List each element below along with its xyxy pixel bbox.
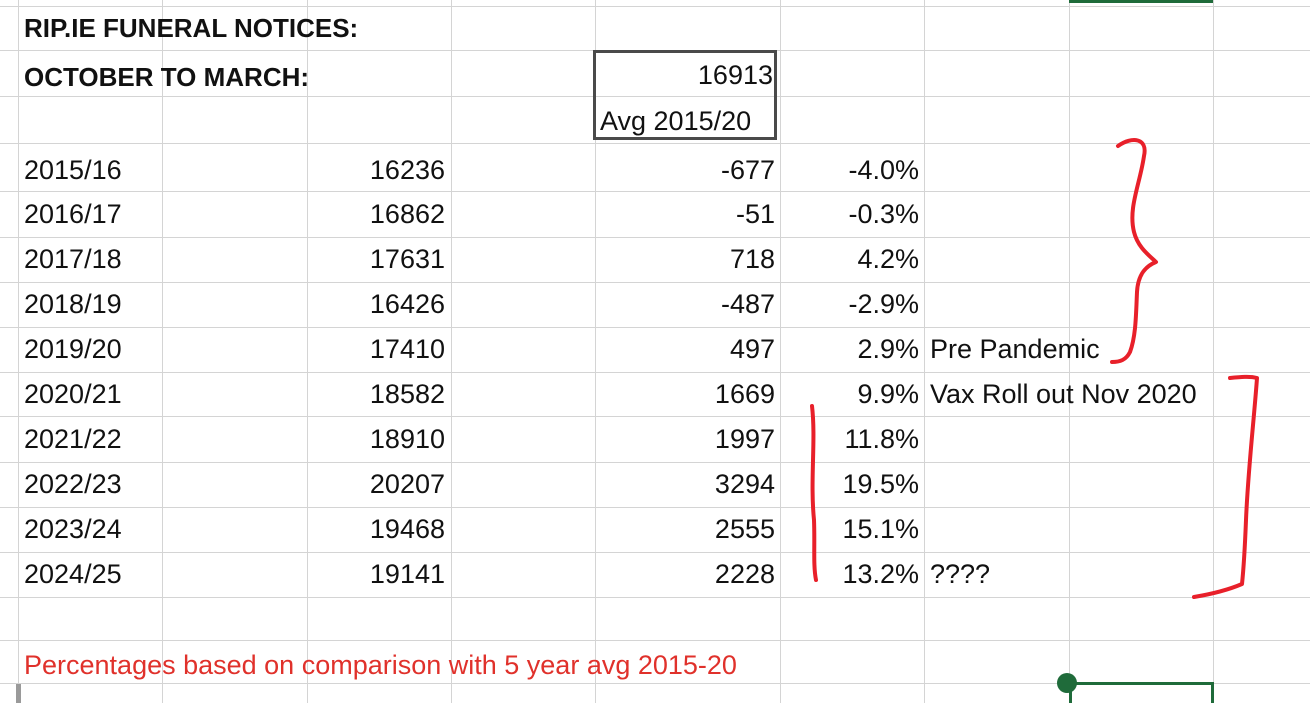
note-cell[interactable]: Pre Pandemic <box>930 334 1100 364</box>
count-cell[interactable]: 17410 <box>369 334 445 364</box>
scroll-indicator[interactable] <box>16 684 21 703</box>
count-cell[interactable]: 19468 <box>369 514 445 544</box>
note-cell[interactable] <box>930 192 1300 236</box>
period-cell[interactable]: 2023/24 <box>24 514 122 544</box>
grid-line <box>0 143 1310 144</box>
count-cell[interactable]: 16426 <box>369 289 445 319</box>
grid-line <box>0 237 1310 238</box>
note-cell[interactable] <box>930 417 1300 461</box>
grid-line <box>0 282 1310 283</box>
note-cell[interactable] <box>930 237 1300 281</box>
difference-cell[interactable]: 718 <box>729 244 775 274</box>
grid-line <box>451 0 452 703</box>
difference-cell[interactable]: 2555 <box>714 514 775 544</box>
grid-line <box>0 507 1310 508</box>
cell-selection-top <box>1069 0 1213 3</box>
grid-line <box>1213 0 1214 703</box>
grid-line <box>0 597 1310 598</box>
note-cell[interactable]: Vax Roll out Nov 2020 <box>930 379 1197 409</box>
grid-line <box>595 0 596 703</box>
grid-line <box>1069 0 1070 703</box>
grid-line <box>0 416 1310 417</box>
count-cell[interactable]: 20207 <box>369 469 445 499</box>
percentage-cell[interactable]: -4.0% <box>848 155 919 185</box>
period-cell[interactable]: 2017/18 <box>24 244 122 274</box>
sheet-title-line1[interactable]: RIP.IE FUNERAL NOTICES: <box>24 13 359 43</box>
percentage-cell[interactable]: 2.9% <box>857 334 919 364</box>
grid-line <box>0 6 1310 7</box>
cell-selection-box[interactable] <box>1069 682 1214 703</box>
difference-cell[interactable]: 3294 <box>714 469 775 499</box>
footnote-text[interactable]: Percentages based on comparison with 5 y… <box>24 650 737 680</box>
percentage-cell[interactable]: -0.3% <box>848 199 919 229</box>
period-cell[interactable]: 2022/23 <box>24 469 122 499</box>
period-cell[interactable]: 2021/22 <box>24 424 122 454</box>
fill-handle[interactable] <box>1057 673 1077 693</box>
average-value-cell[interactable]: 16913 <box>697 60 773 90</box>
percentage-cell[interactable]: 15.1% <box>842 514 919 544</box>
grid-line <box>0 640 1310 641</box>
percentage-cell[interactable]: 9.9% <box>857 379 919 409</box>
percentage-cell[interactable]: 13.2% <box>842 559 919 589</box>
period-cell[interactable]: 2019/20 <box>24 334 122 364</box>
average-box <box>593 50 777 140</box>
difference-cell[interactable]: -51 <box>735 199 775 229</box>
count-cell[interactable]: 16862 <box>369 199 445 229</box>
difference-cell[interactable]: 1997 <box>714 424 775 454</box>
note-cell[interactable]: ???? <box>930 559 991 589</box>
period-cell[interactable]: 2024/25 <box>24 559 122 589</box>
average-label-cell[interactable]: Avg 2015/20 <box>600 106 752 136</box>
percentage-cell[interactable]: 19.5% <box>842 469 919 499</box>
count-cell[interactable]: 18582 <box>369 379 445 409</box>
percentage-cell[interactable]: 11.8% <box>844 424 919 454</box>
difference-cell[interactable]: -487 <box>720 289 775 319</box>
count-cell[interactable]: 16236 <box>369 155 445 185</box>
note-cell[interactable] <box>930 507 1300 551</box>
note-cell[interactable] <box>930 282 1300 326</box>
grid-line <box>0 191 1310 192</box>
grid-line <box>307 0 308 703</box>
period-cell[interactable]: 2015/16 <box>24 155 122 185</box>
count-cell[interactable]: 17631 <box>369 244 445 274</box>
grid-line <box>780 0 781 703</box>
period-cell[interactable]: 2016/17 <box>24 199 122 229</box>
percentage-cell[interactable]: -2.9% <box>848 289 919 319</box>
grid-line <box>162 0 163 703</box>
percentage-cell[interactable]: 4.2% <box>857 244 919 274</box>
difference-cell[interactable]: 1669 <box>714 379 775 409</box>
difference-cell[interactable]: 2228 <box>714 559 775 589</box>
grid-line <box>18 0 19 703</box>
note-cell[interactable] <box>930 462 1300 506</box>
period-cell[interactable]: 2018/19 <box>24 289 122 319</box>
grid-line <box>0 372 1310 373</box>
count-cell[interactable]: 19141 <box>369 559 445 589</box>
grid-line <box>0 327 1310 328</box>
period-cell[interactable]: 2020/21 <box>24 379 122 409</box>
grid-line <box>0 552 1310 553</box>
grid-line <box>0 96 1310 97</box>
note-cell[interactable] <box>930 148 1300 192</box>
grid-line <box>924 0 925 703</box>
grid-line <box>0 462 1310 463</box>
grid-line <box>0 683 1310 684</box>
difference-cell[interactable]: 497 <box>729 334 775 364</box>
count-cell[interactable]: 18910 <box>369 424 445 454</box>
sheet-title-line2[interactable]: OCTOBER TO MARCH: <box>24 62 310 92</box>
difference-cell[interactable]: -677 <box>720 155 775 185</box>
